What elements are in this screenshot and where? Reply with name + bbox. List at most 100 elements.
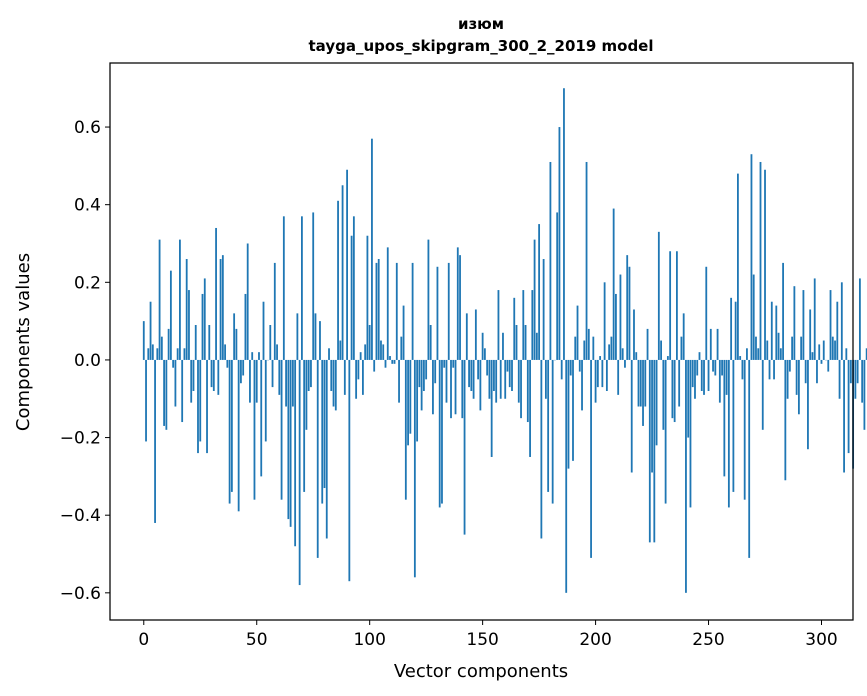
bar — [737, 173, 739, 360]
bar — [355, 359, 358, 399]
bar — [648, 359, 651, 543]
bar — [219, 259, 222, 360]
bar — [377, 259, 380, 360]
y-tick-label: 0.6 — [74, 118, 101, 138]
chart-subtitle: tayga_upos_skipgram_300_2_2019 model — [309, 37, 654, 55]
bar — [743, 359, 746, 500]
bar — [371, 138, 373, 360]
bar — [389, 356, 391, 360]
bar — [429, 325, 432, 360]
bar — [547, 359, 550, 492]
x-tick-label: 250 — [692, 630, 724, 650]
bar — [192, 359, 195, 391]
bar — [321, 359, 324, 504]
bar — [764, 169, 766, 360]
bar — [337, 200, 339, 360]
bar — [217, 359, 220, 395]
bar — [206, 359, 208, 454]
bar — [174, 359, 177, 407]
bar — [807, 359, 809, 450]
bar — [818, 344, 821, 360]
bar — [705, 266, 708, 360]
bar — [176, 348, 179, 360]
bar — [495, 359, 498, 403]
bar — [757, 348, 760, 360]
bar — [352, 216, 355, 360]
bar — [811, 352, 814, 360]
bar — [748, 359, 751, 558]
bar — [685, 359, 687, 593]
bar — [795, 359, 798, 395]
bar — [298, 359, 301, 586]
bar — [328, 348, 330, 360]
bar — [610, 336, 613, 360]
bar — [599, 356, 602, 360]
bar — [637, 359, 640, 407]
bar — [544, 359, 547, 399]
bar — [244, 293, 247, 360]
bar — [375, 262, 378, 360]
bar — [307, 359, 310, 391]
x-axis-label: Vector components — [394, 661, 568, 682]
bar — [422, 359, 425, 391]
bar — [294, 359, 297, 547]
bar — [655, 359, 658, 446]
bar — [714, 359, 717, 376]
bar — [596, 359, 599, 388]
bar — [316, 359, 319, 558]
bar — [678, 359, 681, 407]
bar — [644, 359, 647, 407]
bar — [576, 305, 579, 360]
bar — [249, 359, 251, 403]
bar — [651, 359, 653, 473]
bar — [145, 359, 147, 442]
bar — [578, 359, 581, 372]
bar — [687, 359, 690, 438]
y-tick-label: 0.4 — [74, 196, 101, 216]
bar — [605, 359, 608, 391]
bar — [332, 359, 335, 407]
bar — [226, 359, 229, 368]
bar — [619, 274, 622, 360]
bar — [567, 359, 570, 469]
bar — [535, 332, 538, 360]
bar — [465, 313, 468, 360]
bar — [689, 359, 692, 508]
bar — [856, 359, 859, 384]
bar — [233, 313, 236, 360]
bar — [662, 359, 665, 430]
bar — [366, 235, 369, 360]
bar — [612, 208, 615, 360]
bar — [348, 359, 351, 582]
bar — [560, 359, 563, 380]
bar — [603, 282, 606, 360]
bar — [734, 301, 737, 360]
bar — [768, 359, 771, 380]
bar — [445, 359, 448, 403]
bar — [404, 359, 407, 500]
bar — [718, 359, 721, 403]
x-axis-ticks: 0 50 100 150 200 250 300 — [138, 620, 838, 650]
bar — [849, 359, 852, 384]
bar — [716, 328, 719, 360]
bar — [822, 340, 825, 360]
bar — [741, 359, 744, 380]
bar — [142, 321, 145, 360]
bar — [755, 336, 757, 360]
bar — [723, 359, 726, 477]
bar — [479, 359, 482, 411]
bar — [447, 262, 450, 360]
bar — [504, 359, 507, 399]
bar — [617, 359, 620, 395]
bar — [836, 301, 839, 360]
bar — [443, 359, 446, 368]
bar — [752, 274, 755, 360]
y-axis-label: Components values — [13, 253, 34, 431]
bar — [269, 325, 272, 360]
bar — [190, 359, 193, 403]
bar — [486, 359, 489, 376]
bar — [773, 359, 775, 380]
bar — [809, 309, 812, 360]
bar — [601, 359, 604, 388]
bar — [529, 359, 531, 457]
